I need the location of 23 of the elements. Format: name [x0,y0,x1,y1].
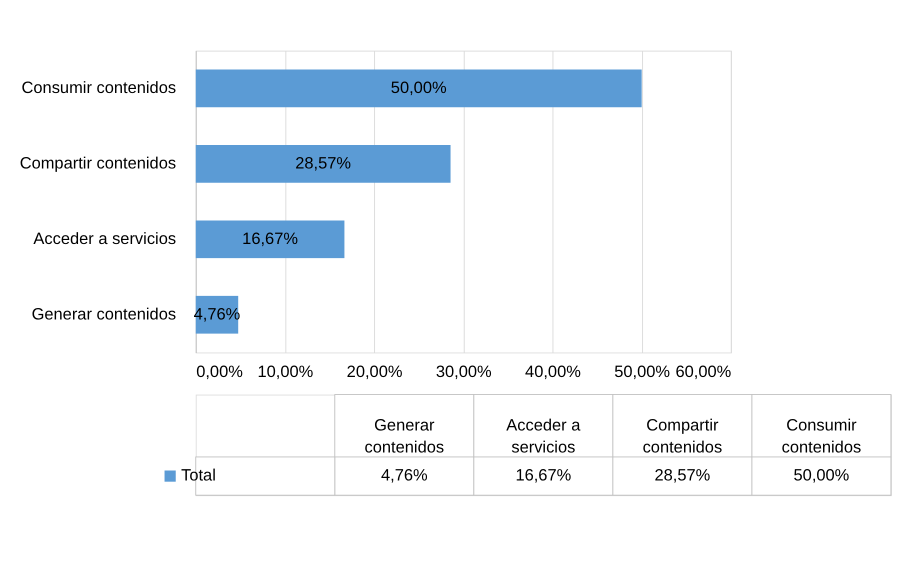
category-label: Consumir contenidos [782,416,862,456]
y-tick-label: Acceder a servicios [33,230,176,248]
data-label: 28,57% [295,154,352,172]
data-label: 50,00% [390,78,447,97]
category-label: Acceder a servicios [506,416,580,456]
text: 16,67% [515,466,572,485]
x-tick-label: 10,00% [257,362,314,381]
y-tick-label: Generar contenidos [32,305,176,324]
x-tick-label: 20,00% [346,362,403,381]
text: 50,00% [794,466,850,485]
y-tick-label: Consumir contenidos [22,78,176,97]
data-label: 16,67% [242,230,298,248]
category-label: Generar contenidos [364,416,444,456]
x-tick-label: 40,00% [525,362,582,381]
x-tick-label: 30,00% [436,362,492,381]
y-tick-label: Compartir contenidos [20,154,176,172]
text: 4,76% [380,466,428,485]
legend-label: Total [181,466,216,485]
x-tick-label: 60,00% [676,362,732,381]
x-tick-label: 50,00% [614,362,670,381]
x-tick-label: 0,00% [196,362,244,381]
category-label: Compartir contenidos [642,416,722,456]
text: 28,57% [654,466,710,485]
